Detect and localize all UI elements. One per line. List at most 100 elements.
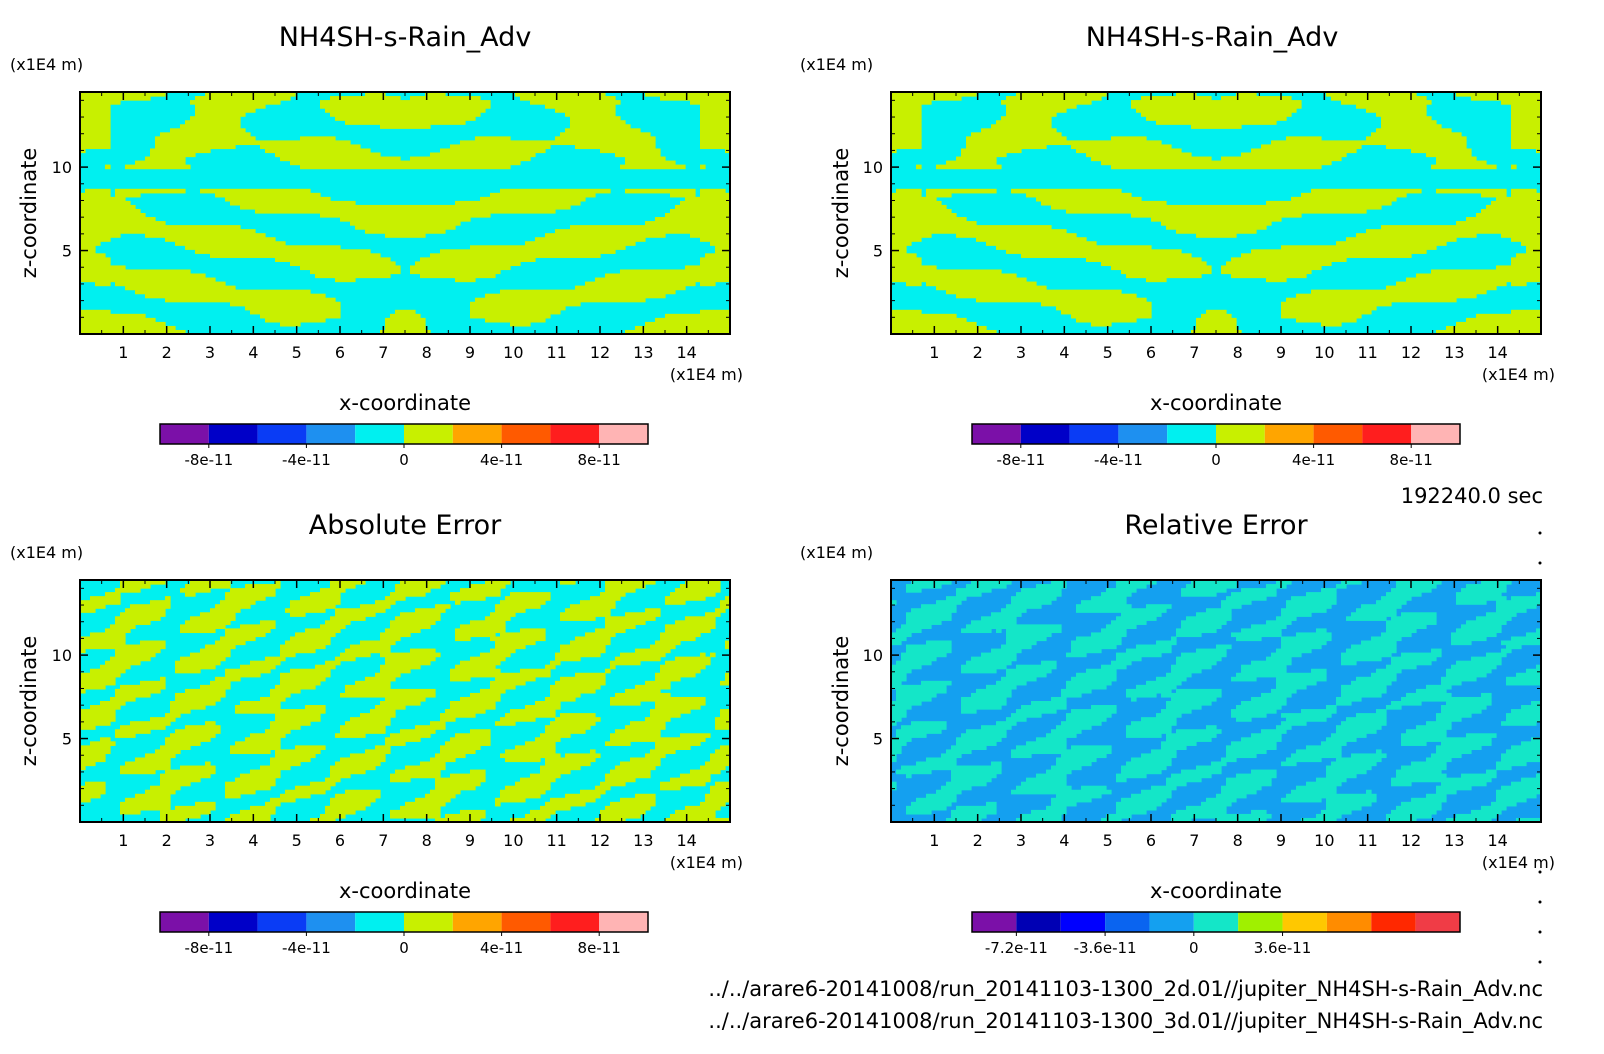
colorbar-tick-label: -4e-11 [282,939,331,957]
x-axis-title: x-coordinate [339,391,471,415]
field-cell [540,805,571,811]
field-cell [991,124,1052,129]
field-cell [700,124,731,129]
field-cell [330,616,366,621]
field-cell [390,624,431,629]
x-tick-label: 4 [1059,831,1069,850]
field-cell [655,672,696,678]
field-cell [460,696,501,702]
field-cell [345,789,381,795]
field-cell [1271,652,1302,658]
field-cell [1481,580,1512,585]
colorbar-swatch [160,424,209,444]
field-cell [1326,797,1377,803]
field-cell [625,688,661,694]
field-cell [1511,144,1542,150]
field-cell [1221,757,1237,763]
colorbar-swatch [599,912,648,932]
field-cell [1281,640,1327,646]
field-cell [1496,604,1537,609]
field-cell [1366,229,1542,234]
field-cell [1506,680,1542,686]
field-cell [1011,753,1032,759]
field-cell [1276,648,1312,654]
field-cell [1511,140,1542,146]
field-cell [380,124,431,129]
field-cell [530,809,556,815]
field-cell [951,773,997,779]
field-cell [365,229,446,234]
field-cell [1161,221,1272,226]
field-cell [891,676,907,682]
field-cell [400,580,446,585]
field-cell [961,664,1007,670]
field-cell [921,680,952,686]
field-cell [510,592,551,597]
field-cell [700,136,731,141]
field-cell [655,705,701,710]
field-cell [891,600,897,605]
field-cell [570,120,626,125]
field-cell [1446,672,1487,678]
field-cell [1021,781,1067,787]
field-cell [80,261,111,267]
field-cell [700,140,731,146]
field-cell [1481,192,1507,198]
field-cell [485,580,511,585]
field-cell [1396,773,1447,779]
field-cell [1251,809,1267,815]
field-cell [1501,640,1542,646]
field-cell [1431,269,1542,275]
field-cell [310,592,341,597]
field-cell [1536,664,1542,670]
field-cell [891,664,922,670]
field-cell [330,96,401,101]
time-label: 192240.0 sec [1401,484,1543,508]
field-cell [85,188,111,194]
field-cell [300,265,401,271]
field-cell [625,612,661,617]
field-cell [275,753,316,759]
field-cell [1476,213,1542,218]
field-cell [635,793,656,799]
field-cell [80,116,111,121]
field-cell [1326,801,1372,807]
field-cell [660,96,731,101]
field-cell [340,692,436,698]
field-cell [120,684,166,690]
field-cell [135,793,171,799]
field-cell [700,192,731,198]
field-cell [1066,717,1107,722]
field-cell [600,781,626,787]
colorbar-swatch [1415,912,1460,932]
field-cell [340,725,386,730]
field-cell [1091,321,1112,327]
colorbar-tick-label: -8e-11 [996,451,1045,469]
colorbar-swatch [257,424,307,444]
field-cell [80,749,111,755]
field-cell [330,765,376,771]
field-cell [80,761,96,767]
field-cell [290,160,521,166]
field-cell [1126,733,1162,738]
field-cell [710,785,731,791]
field-cell [180,656,226,662]
field-cell [655,701,706,706]
field-cell [125,608,166,613]
field-cell [125,285,236,291]
field-cell [891,680,902,686]
field-cell [891,672,907,678]
field-cell [205,92,296,97]
field-cell [330,584,356,589]
field-cell [605,773,651,779]
field-cell [906,616,952,621]
margin-dots [1538,531,1542,964]
field-cell [100,701,126,706]
field-cell [1496,765,1512,771]
field-cell [80,325,176,331]
field-cell [440,148,546,154]
field-cell [655,640,681,646]
field-cell [510,817,546,823]
field-cell [410,265,511,271]
field-cell [1226,753,1257,759]
